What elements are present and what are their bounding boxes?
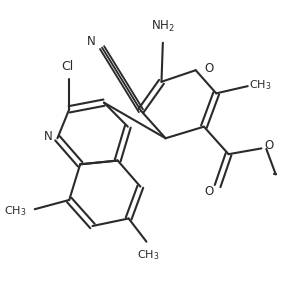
Text: CH$_3$: CH$_3$ <box>137 248 159 262</box>
Text: CH$_3$: CH$_3$ <box>249 78 272 92</box>
Text: N: N <box>44 130 53 143</box>
Text: O: O <box>204 62 213 75</box>
Text: N: N <box>87 35 96 48</box>
Text: O: O <box>204 185 214 198</box>
Text: NH$_2$: NH$_2$ <box>151 19 175 34</box>
Text: O: O <box>264 139 273 152</box>
Text: CH$_3$: CH$_3$ <box>4 204 26 218</box>
Text: Cl: Cl <box>62 60 74 73</box>
